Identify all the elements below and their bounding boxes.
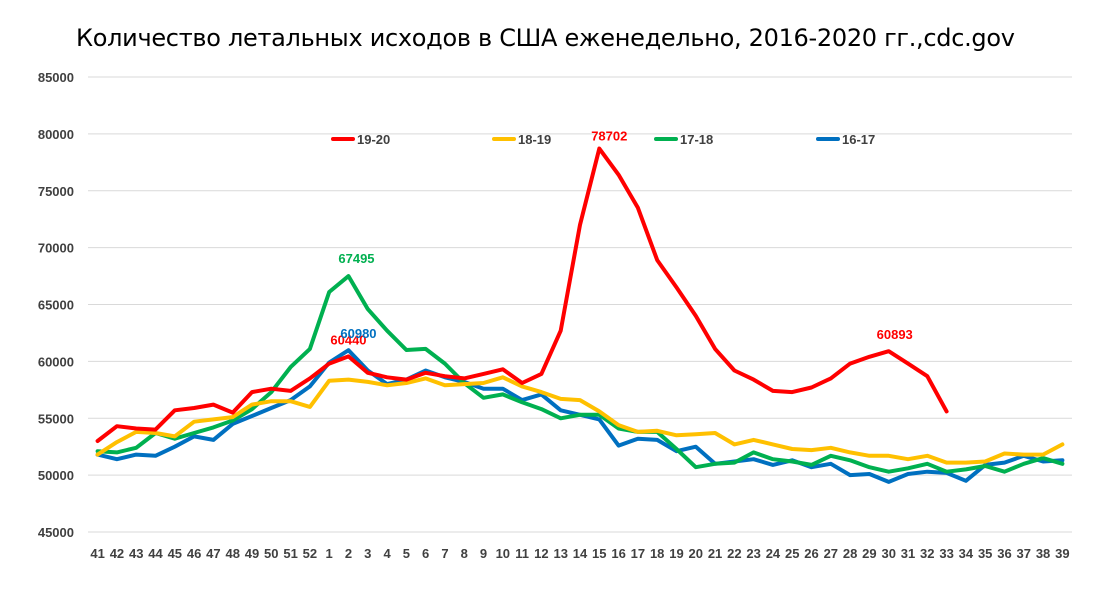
y-tick-label: 75000 [38, 184, 74, 199]
y-tick-label: 45000 [38, 525, 74, 540]
x-tick-label: 18 [650, 546, 664, 561]
x-tick-label: 36 [997, 546, 1011, 561]
legend-label-17-18: 17-18 [680, 132, 713, 147]
legend-label-19-20: 19-20 [357, 132, 390, 147]
x-tick-label: 23 [746, 546, 760, 561]
x-tick-label: 30 [881, 546, 895, 561]
chart-title: Количество летальных исходов в США ежене… [76, 24, 1015, 52]
data-label-19-20: 60893 [877, 327, 913, 342]
gridlines [88, 76, 1072, 533]
x-tick-label: 5 [403, 546, 410, 561]
x-tick-label: 12 [534, 546, 548, 561]
x-tick-label: 45 [168, 546, 182, 561]
data-labels: 60440 78702 60893 67495 60980 [330, 129, 912, 348]
x-tick-label: 49 [245, 546, 259, 561]
x-tick-label: 51 [283, 546, 297, 561]
legend: 19-20 18-19 17-18 16-17 [331, 132, 875, 147]
series-line-19-20 [95, 146, 949, 443]
x-tick-label: 20 [689, 546, 703, 561]
x-tick-label: 10 [496, 546, 510, 561]
x-tick-label: 29 [862, 546, 876, 561]
x-tick-label: 50 [264, 546, 278, 561]
x-tick-label: 47 [206, 546, 220, 561]
x-tick-label: 41 [90, 546, 104, 561]
series-line-17-18 [95, 274, 1065, 474]
x-tick-label: 22 [727, 546, 741, 561]
x-tick-label: 3 [364, 546, 371, 561]
x-tick-label: 39 [1055, 546, 1069, 561]
data-label-17-18: 67495 [338, 251, 374, 266]
x-tick-label: 17 [631, 546, 645, 561]
data-label-19-20: 60440 [330, 332, 366, 347]
x-tick-label: 35 [978, 546, 992, 561]
x-tick-label: 11 [515, 546, 529, 561]
x-tick-label: 1 [326, 546, 333, 561]
x-axis: 41 42 43 44 45 46 47 48 49 50 51 52 1 2 3 4 5 6 7 8 9 10 11 12 1… [90, 546, 1069, 561]
x-tick-label: 14 [573, 546, 588, 561]
legend-label-16-17: 16-17 [842, 132, 875, 147]
data-label-19-20: 78702 [591, 129, 627, 144]
x-tick-label: 38 [1036, 546, 1050, 561]
x-tick-label: 46 [187, 546, 201, 561]
y-tick-label: 70000 [38, 241, 74, 256]
x-tick-label: 44 [148, 546, 163, 561]
x-tick-label: 25 [785, 546, 799, 561]
x-tick-label: 21 [708, 546, 722, 561]
y-tick-label: 85000 [38, 70, 74, 85]
x-tick-label: 4 [383, 546, 391, 561]
y-tick-label: 55000 [38, 411, 74, 426]
y-tick-label: 80000 [38, 127, 74, 142]
x-tick-label: 24 [766, 546, 781, 561]
x-tick-label: 27 [824, 546, 838, 561]
x-tick-label: 43 [129, 546, 143, 561]
x-tick-label: 33 [939, 546, 953, 561]
x-tick-label: 8 [461, 546, 468, 561]
y-tick-label: 65000 [38, 298, 74, 313]
x-tick-label: 7 [441, 546, 448, 561]
x-tick-label: 34 [959, 546, 974, 561]
y-tick-label: 60000 [38, 354, 74, 369]
x-tick-label: 15 [592, 546, 606, 561]
y-tick-label: 50000 [38, 468, 74, 483]
legend-label-18-19: 18-19 [518, 132, 551, 147]
x-tick-label: 2 [345, 546, 352, 561]
x-tick-label: 42 [110, 546, 124, 561]
x-tick-label: 28 [843, 546, 857, 561]
data-label-16-17: 60980 [340, 326, 376, 341]
x-tick-label: 52 [303, 546, 317, 561]
x-tick-label: 32 [920, 546, 934, 561]
x-tick-label: 19 [669, 546, 683, 561]
x-tick-label: 37 [1017, 546, 1031, 561]
x-tick-label: 9 [480, 546, 487, 561]
x-tick-label: 13 [553, 546, 567, 561]
x-tick-label: 6 [422, 546, 429, 561]
series-line-18-19 [95, 375, 1065, 465]
x-tick-label: 26 [804, 546, 818, 561]
x-tick-label: 48 [225, 546, 239, 561]
x-tick-label: 16 [611, 546, 625, 561]
y-axis: 45000 50000 55000 60000 65000 70000 75000 80000… [38, 70, 74, 540]
series-lines [95, 146, 1065, 484]
x-tick-label: 31 [901, 546, 915, 561]
